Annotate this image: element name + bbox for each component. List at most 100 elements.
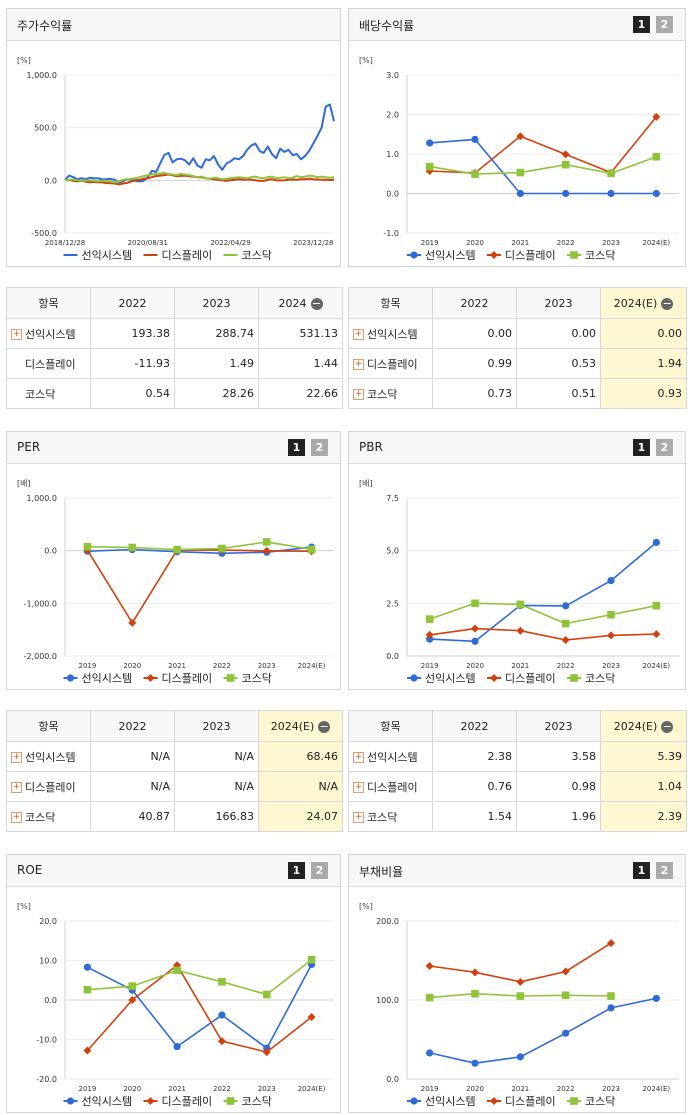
legend-label: 선익시스템 — [425, 1095, 476, 1108]
view-2-button[interactable]: 2 — [656, 16, 673, 33]
row-name-label: 코스닥 — [25, 387, 56, 401]
row-name-cell[interactable]: + 선익시스템 — [348, 741, 433, 772]
collapse-icon[interactable]: − — [318, 719, 331, 733]
display-point — [128, 618, 137, 627]
series-line-kosdaq — [64, 172, 335, 184]
row-name-label: 선익시스템 — [367, 750, 418, 764]
expand-plus-icon[interactable]: + — [11, 329, 22, 340]
table-header-cell: 2023 — [174, 710, 259, 742]
panel-header: PBR 1 2 — [349, 432, 685, 464]
kosdaq-point — [425, 162, 434, 171]
view-2-button[interactable]: 2 — [656, 862, 673, 879]
row-name-label: 선익시스템 — [367, 327, 418, 341]
table-header-cell: 항목 — [348, 287, 433, 319]
legend-item: 코스닥 — [567, 249, 615, 262]
legend-item: 디스플레이 — [487, 1095, 556, 1108]
collapse-icon[interactable]: − — [310, 296, 323, 310]
display-point — [128, 996, 137, 1004]
view-2-button[interactable]: 2 — [656, 439, 673, 456]
expand-plus-icon[interactable]: + — [353, 329, 364, 340]
y-tick-label: 5.0 — [386, 547, 399, 556]
table-header-cell: 항목 — [6, 287, 91, 319]
view-2-button[interactable]: 2 — [311, 439, 328, 456]
y-tick-label: 0.0 — [44, 547, 57, 556]
value-cell: 0.51 — [516, 378, 601, 409]
view-2-button[interactable]: 2 — [311, 862, 328, 879]
per-chart: [배] 1,000.0 0.0 -1,000.0 -2,000.0 2019 2020 202… — [17, 479, 334, 685]
table-header-row: 항목 2022 2023 2024(E) − — [348, 287, 687, 319]
table-header-cell: 항목 — [348, 710, 433, 742]
kosdaq-point — [218, 544, 226, 553]
table-header-row: 항목 2022 2023 2024(E) − — [348, 710, 687, 742]
view-1-button[interactable]: 1 — [633, 16, 650, 33]
expand-plus-icon[interactable]: + — [353, 389, 364, 400]
collapse-icon[interactable]: − — [661, 719, 674, 733]
row-name-label: 코스닥 — [367, 810, 398, 824]
expand-plus-icon[interactable]: + — [353, 752, 364, 763]
legend-label: 디스플레이 — [505, 1095, 556, 1108]
roe-chart: [%] 20.0 10.0 0.0 -10.0 -20.0 2019 2020 2021 2022… — [17, 902, 334, 1108]
legend-item: 선익시스템 — [63, 1095, 132, 1108]
series-line-kosdaq — [87, 959, 313, 996]
row-name-cell[interactable]: + 선익시스템 — [6, 741, 91, 772]
panel-dividend: 배당수익률 1 2 [%] 3.0 2.0 1.0 0.0 -1.0 2019 2020 202… — [348, 8, 686, 267]
series-line-kosdaq — [429, 156, 657, 175]
panel-title: 주가수익률 — [17, 19, 73, 33]
unit-label: [배] — [359, 479, 373, 488]
x-tick-label: 2020 — [466, 1085, 484, 1093]
seonik-point — [218, 1011, 226, 1019]
expand-plus-icon[interactable]: + — [353, 359, 364, 370]
x-tick-label: 2020 — [123, 1085, 141, 1093]
display-point — [307, 1012, 316, 1021]
expand-plus-icon[interactable]: + — [11, 812, 22, 823]
view-1-button[interactable]: 1 — [633, 862, 650, 879]
row-name-cell: 코스닥 — [6, 378, 91, 409]
seonik-point — [652, 189, 660, 198]
collapse-icon[interactable]: − — [661, 296, 674, 310]
dividend-chart: [%] 3.0 2.0 1.0 0.0 -1.0 2019 2020 2021 2022 2023 2… — [359, 56, 679, 262]
value-cell: 68.46 — [258, 741, 343, 772]
table-header-cell: 2023 — [174, 287, 259, 319]
row-name-label: 코스닥 — [25, 810, 56, 824]
x-tick-label: 2021 — [168, 662, 186, 670]
panel-pbr: PBR 1 2 [배] 7.5 5.0 2.5 0.0 2019 2020 2021 2022 2… — [348, 431, 686, 690]
header-label: 항목 — [380, 720, 401, 733]
panel-per: PER 1 2 [배] 1,000.0 0.0 -1,000.0 -2,000.0 201… — [6, 431, 341, 690]
row-name-cell[interactable]: + 디스플레이 — [348, 348, 433, 379]
series-kosdaq — [425, 152, 661, 178]
expand-plus-icon[interactable]: + — [353, 812, 364, 823]
display-point — [262, 546, 271, 555]
series-kosdaq — [425, 989, 615, 1002]
row-name-cell[interactable]: + 선익시스템 — [348, 318, 433, 349]
seonik-point — [652, 538, 660, 547]
unit-label: [%] — [359, 56, 373, 65]
expand-plus-icon[interactable]: + — [11, 752, 22, 763]
y-tick-label: 10.0 — [39, 957, 57, 966]
header-label: 2024 — [278, 296, 307, 310]
row-name-cell[interactable]: + 코스닥 — [348, 378, 433, 409]
seonik-point — [607, 576, 615, 585]
table-row: 디스플레이 -11.93 1.49 1.44 — [6, 348, 343, 379]
series-display — [425, 624, 661, 644]
view-1-button[interactable]: 1 — [633, 439, 650, 456]
value-cell: N/A — [90, 741, 175, 772]
view-1-button[interactable]: 1 — [288, 862, 305, 879]
row-name-cell[interactable]: + 디스플레이 — [348, 771, 433, 802]
row-name-cell[interactable]: + 코스닥 — [6, 801, 91, 832]
view-1-button[interactable]: 1 — [288, 439, 305, 456]
expand-plus-icon[interactable]: + — [11, 782, 22, 793]
row-name-cell[interactable]: + 디스플레이 — [6, 771, 91, 802]
legend-label: 디스플레이 — [505, 249, 556, 262]
y-tick-label: 2.0 — [386, 111, 399, 120]
kosdaq-point — [83, 542, 92, 551]
kosdaq-point — [607, 992, 615, 1000]
row-name-cell[interactable]: + 선익시스템 — [6, 318, 91, 349]
expand-plus-icon[interactable]: + — [353, 782, 364, 793]
x-tick-label: 2024(E) — [642, 662, 670, 670]
legend-item: 코스닥 — [223, 672, 272, 685]
x-tick-label: 2020 — [466, 662, 484, 670]
row-name-cell[interactable]: + 코스닥 — [348, 801, 433, 832]
table-header-cell: 2024(E) − — [258, 710, 343, 742]
y-tick-label: 20.0 — [39, 917, 57, 926]
